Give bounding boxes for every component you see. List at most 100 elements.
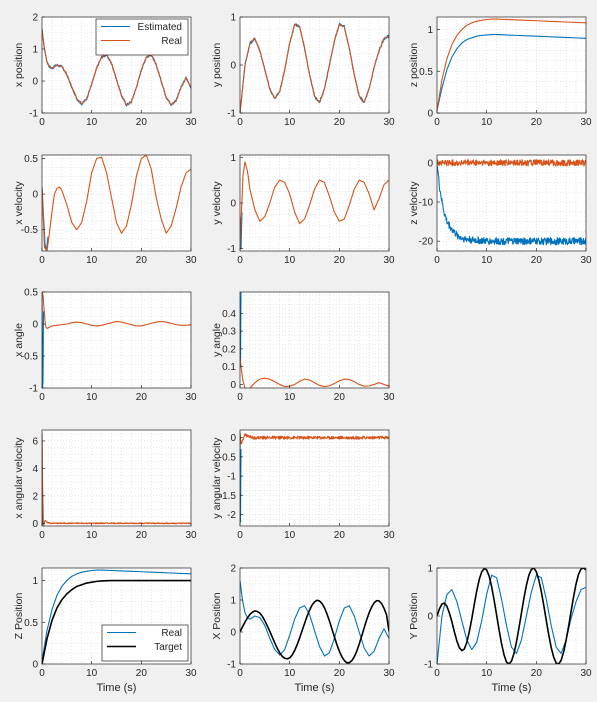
x-tick-label: 30 bbox=[185, 255, 197, 266]
chart-xvel: 0 10 20 30 -0.5 0 0.5 x velocity bbox=[13, 154, 197, 266]
y-tick-label: -20 bbox=[419, 237, 434, 248]
y-tick-label: 0 bbox=[427, 158, 433, 169]
series-line-real bbox=[240, 23, 389, 113]
x-tick-label: 30 bbox=[383, 117, 395, 128]
y-axis-label: y angle bbox=[211, 323, 223, 357]
x-tick-label: 20 bbox=[334, 117, 346, 128]
x-axis-label: Time (s) bbox=[295, 682, 335, 694]
y-tick-label: 0 bbox=[32, 660, 38, 671]
x-tick-label: 30 bbox=[185, 668, 197, 679]
y-axis-label: y angular velocity bbox=[211, 437, 223, 519]
axes-box bbox=[436, 154, 587, 252]
y-tick-label: -0.5 bbox=[219, 452, 237, 463]
axes-box bbox=[239, 429, 390, 527]
y-tick-label: 2 bbox=[32, 13, 38, 24]
y-tick-label: 0 bbox=[427, 109, 433, 120]
y-tick-label: 4 bbox=[32, 464, 38, 475]
series-line-real bbox=[42, 569, 191, 662]
y-tick-label: -1.5 bbox=[219, 491, 237, 502]
y-tick-label: 0 bbox=[32, 77, 38, 88]
axes-box bbox=[436, 16, 587, 114]
y-tick-label: 0.5 bbox=[24, 618, 38, 629]
x-tick-label: 30 bbox=[580, 668, 592, 679]
series-line-real bbox=[42, 292, 191, 330]
y-tick-label: 0 bbox=[32, 519, 38, 530]
x-tick-label: 0 bbox=[434, 117, 440, 128]
y-axis-label: Y Position bbox=[408, 592, 420, 639]
x-tick-label: 20 bbox=[531, 668, 543, 679]
axes-box bbox=[41, 429, 192, 527]
series-line-real bbox=[42, 155, 191, 251]
series-line-real bbox=[437, 18, 586, 111]
y-tick-label: 0 bbox=[32, 190, 38, 201]
y-tick-label: -1 bbox=[29, 109, 38, 120]
x-tick-label: 0 bbox=[39, 117, 45, 128]
legend-entry: Target bbox=[154, 642, 182, 653]
series-line-target bbox=[42, 579, 191, 664]
y-tick-label: 1 bbox=[230, 153, 236, 164]
legend-entry: Estimated bbox=[138, 22, 182, 33]
y-axis-label: x position bbox=[13, 43, 25, 88]
series-group bbox=[240, 580, 389, 664]
plot-area bbox=[240, 430, 389, 526]
x-tick-label: 0 bbox=[434, 668, 440, 679]
series-group bbox=[437, 159, 586, 246]
axes-box bbox=[239, 567, 390, 665]
y-tick-label: 6 bbox=[32, 436, 38, 447]
x-tick-label: 0 bbox=[39, 530, 45, 541]
x-tick-label: 10 bbox=[284, 530, 296, 541]
x-axis-label: Time (s) bbox=[492, 682, 532, 694]
series-line-real bbox=[240, 357, 389, 388]
y-tick-label: 0 bbox=[230, 380, 236, 391]
y-tick-label: -1 bbox=[29, 384, 38, 395]
chart-zpos2: 0 10 20 30 0 0.5 1 Z Position Time (s) Real Target bbox=[13, 567, 197, 694]
y-tick-label: -10 bbox=[419, 198, 434, 209]
series-line-target bbox=[240, 599, 389, 664]
x-tick-label: 0 bbox=[39, 668, 45, 679]
chart-zvel: 0 10 20 30 -20 -10 0 z velocity bbox=[408, 154, 592, 266]
y-tick-label: -0.5 bbox=[21, 352, 39, 363]
y-tick-label: 1 bbox=[32, 45, 38, 56]
y-tick-label: -1 bbox=[227, 244, 236, 255]
x-tick-label: 10 bbox=[481, 255, 493, 266]
x-tick-label: 20 bbox=[136, 117, 148, 128]
y-axis-label: x velocity bbox=[13, 181, 25, 225]
y-tick-label: 1 bbox=[230, 596, 236, 607]
series-group bbox=[240, 22, 389, 113]
series-group bbox=[437, 568, 586, 664]
x-tick-label: 20 bbox=[531, 255, 543, 266]
y-tick-label: 0.5 bbox=[24, 288, 38, 299]
y-tick-label: 0.4 bbox=[222, 309, 236, 320]
legend-box bbox=[95, 18, 189, 56]
x-tick-label: 10 bbox=[284, 668, 296, 679]
y-tick-label: -1 bbox=[424, 660, 433, 671]
x-tick-label: 30 bbox=[185, 392, 197, 403]
y-tick-label: 0.2 bbox=[222, 344, 236, 355]
y-tick-label: -1 bbox=[227, 660, 236, 671]
series-group bbox=[42, 155, 191, 251]
y-tick-label: 2 bbox=[32, 491, 38, 502]
y-tick-label: 0.5 bbox=[419, 67, 433, 78]
chart-xangvel: 0 10 20 30 0 2 4 6 x angular velocity bbox=[13, 429, 197, 541]
plot-area bbox=[437, 17, 586, 113]
legend-box bbox=[101, 624, 189, 662]
series-line-real bbox=[240, 432, 389, 445]
x-tick-label: 20 bbox=[136, 530, 148, 541]
chart-yang: 0 10 20 30 0 0.1 0.2 0.3 0.4 y angle bbox=[211, 291, 395, 403]
x-tick-label: 10 bbox=[86, 530, 98, 541]
x-tick-label: 0 bbox=[237, 117, 243, 128]
x-tick-label: 0 bbox=[434, 255, 440, 266]
y-tick-label: 0 bbox=[230, 61, 236, 72]
y-tick-label: -1 bbox=[227, 109, 236, 120]
axes-box bbox=[41, 291, 192, 389]
series-line-target bbox=[437, 568, 586, 664]
y-tick-label: 0 bbox=[230, 199, 236, 210]
chart-yangvel: 0 10 20 30 -2 -1.5 -1 -0.5 0 y angular velocity bbox=[211, 429, 395, 541]
series-group bbox=[437, 18, 586, 111]
y-tick-label: 1 bbox=[32, 576, 38, 587]
x-tick-label: 0 bbox=[39, 392, 45, 403]
legend-entry: Real bbox=[161, 628, 182, 639]
y-axis-label: x angle bbox=[13, 323, 25, 357]
